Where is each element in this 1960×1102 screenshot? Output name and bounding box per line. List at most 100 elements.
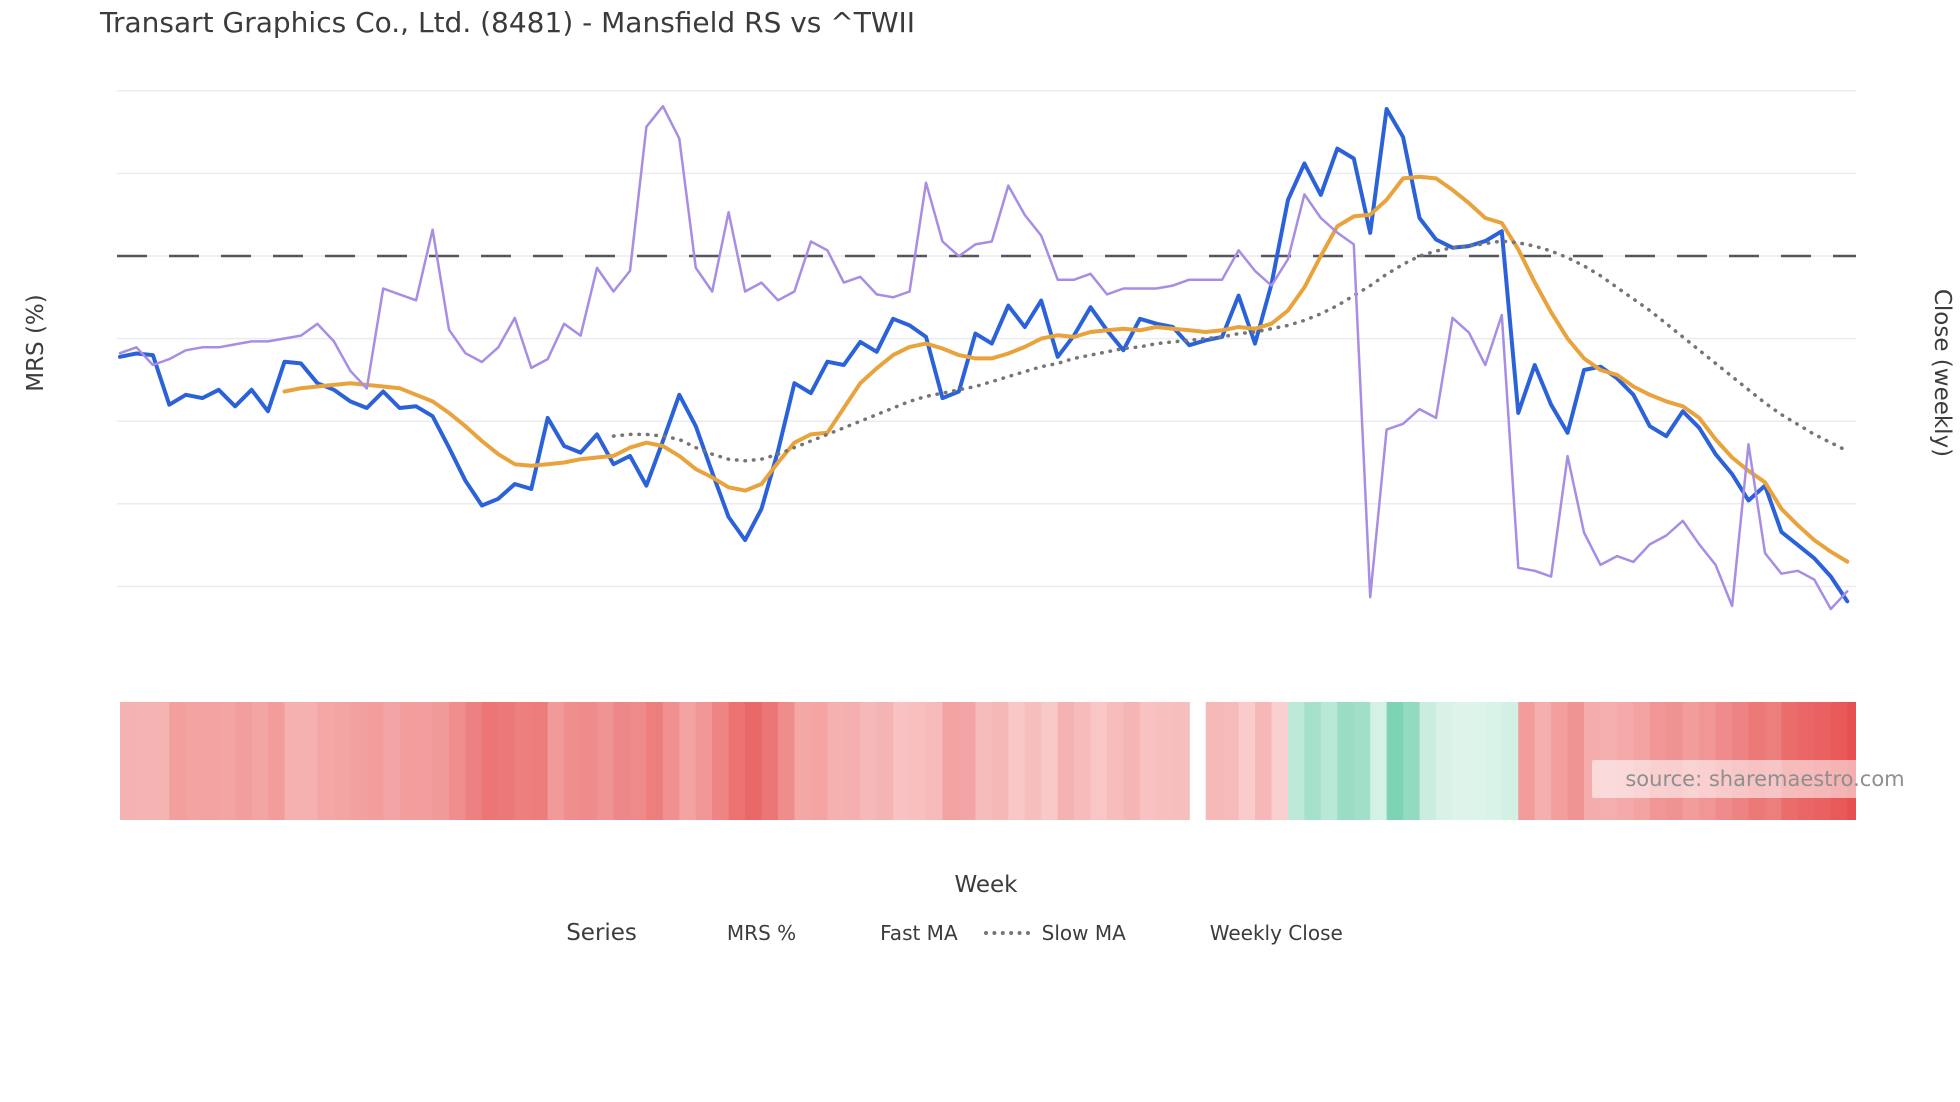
- source-watermark: source: sharemaestro.com: [1592, 760, 1938, 798]
- heatmap-cell: [1320, 702, 1338, 820]
- heatmap-cell: [432, 702, 450, 820]
- heatmap-cell: [597, 702, 615, 820]
- legend-item-slow-ma[interactable]: Slow MA: [983, 921, 1126, 945]
- slow-ma-dotted-swatch-icon: [983, 931, 1030, 935]
- heatmap-cell: [1518, 702, 1536, 820]
- heatmap-cell: [1074, 702, 1092, 820]
- heatmap-cell: [1255, 702, 1273, 820]
- heatmap-cell: [893, 702, 911, 820]
- series-line-slow-ma: [611, 239, 1850, 463]
- heatmap-cell: [1337, 702, 1355, 820]
- heatmap-cell: [843, 702, 861, 820]
- heatmap-cell: [712, 702, 730, 820]
- heatmap-cell: [564, 702, 582, 820]
- legend-item-weekly-close[interactable]: Weekly Close: [1152, 921, 1343, 945]
- legend-item-fast-ma[interactable]: Fast MA: [822, 921, 957, 945]
- heatmap-cell: [531, 702, 549, 820]
- legend-item-heatmap[interactable]: [1369, 921, 1394, 946]
- heatmap-cell: [218, 702, 236, 820]
- heatmap-cell: [1436, 702, 1454, 820]
- heatmap-cell: [202, 702, 220, 820]
- heatmap-cell: [1238, 702, 1256, 820]
- heatmap-cell: [991, 702, 1009, 820]
- heatmap-cell: [1205, 702, 1223, 820]
- heatmap-cell: [1468, 702, 1486, 820]
- legend-item-mrs[interactable]: MRS %: [669, 921, 796, 945]
- legend-item-label: Weekly Close: [1209, 921, 1343, 945]
- heatmap-cell: [465, 702, 483, 820]
- heatmap-cell: [1501, 702, 1519, 820]
- heatmap-cell: [514, 702, 532, 820]
- heatmap-cell: [909, 702, 927, 820]
- heatmap-cell: [152, 702, 170, 820]
- heatmap-cell: [185, 702, 203, 820]
- mrs-line-swatch-icon: [669, 931, 715, 936]
- heatmap-cell: [876, 702, 894, 820]
- heatmap-cell: [449, 702, 467, 820]
- heatmap-cell: [1386, 702, 1404, 820]
- heatmap-cell: [350, 702, 368, 820]
- heatmap-cell: [1041, 702, 1059, 820]
- heatmap-cell: [1567, 702, 1585, 820]
- heatmap-cell: [1534, 702, 1552, 820]
- heatmap-cell: [333, 702, 351, 820]
- heatmap-cell: [498, 702, 516, 820]
- heatmap-cell: [1485, 702, 1503, 820]
- heatmap-cell: [1403, 702, 1421, 820]
- heatmap-swatch-icon: [1369, 921, 1394, 946]
- fast-ma-line-swatch-icon: [822, 931, 868, 935]
- heatmap-cell: [300, 702, 318, 820]
- heatmap-cell: [1370, 702, 1388, 820]
- heatmap-cell: [169, 702, 187, 820]
- heatmap-cell: [1057, 702, 1075, 820]
- heatmap-cell: [547, 702, 565, 820]
- heatmap-cell: [942, 702, 960, 820]
- heatmap-cell: [1271, 702, 1289, 820]
- legend: Series MRS % Fast MA Slow MA Weekly Clos…: [0, 920, 1960, 946]
- heatmap-cell: [136, 702, 154, 820]
- series-line-fast-ma: [282, 174, 1850, 564]
- series-line-weekly-close: [118, 104, 1849, 611]
- heatmap-cell: [958, 702, 976, 820]
- heatmap-cell: [317, 702, 335, 820]
- heatmap-cell: [1452, 702, 1470, 820]
- heatmap-cell: [1222, 702, 1240, 820]
- legend-item-label: MRS %: [726, 921, 797, 945]
- heatmap-cell: [810, 702, 828, 820]
- heatmap-cell: [613, 702, 631, 820]
- series-line-mrs-: [118, 107, 1850, 604]
- heatmap-cell: [975, 702, 993, 820]
- heatmap-cell: [383, 702, 401, 820]
- heatmap-cell: [1008, 702, 1026, 820]
- heatmap-cell: [1419, 702, 1437, 820]
- heatmap-cell: [745, 702, 763, 820]
- legend-item-label: Slow MA: [1041, 921, 1126, 945]
- heatmap-cell: [629, 702, 647, 820]
- heatmap-cell: [268, 702, 286, 820]
- legend-item-label: Fast MA: [880, 921, 958, 945]
- heatmap-cell: [860, 702, 878, 820]
- heatmap-cell: [926, 702, 944, 820]
- heatmap-cell: [580, 702, 598, 820]
- heatmap-cell: [416, 702, 434, 820]
- heatmap-cell: [1024, 702, 1042, 820]
- heatmap-cell: [1304, 702, 1322, 820]
- weekly-close-line-swatch-icon: [1152, 932, 1198, 935]
- heatmap-cell: [679, 702, 697, 820]
- heatmap-cell: [1107, 702, 1125, 820]
- heatmap-cell: [695, 702, 713, 820]
- heatmap-cell: [366, 702, 384, 820]
- heatmap-cell: [1287, 702, 1305, 820]
- heatmap-cell: [646, 702, 664, 820]
- heatmap-cell: [251, 702, 269, 820]
- heatmap-cell: [1139, 702, 1157, 820]
- heatmap-cell: [235, 702, 253, 820]
- heatmap-cell: [1090, 702, 1108, 820]
- heatmap-cell: [761, 702, 779, 820]
- heatmap-cell: [778, 702, 796, 820]
- heatmap-cell: [399, 702, 417, 820]
- heatmap-cell: [481, 702, 499, 820]
- x-axis-title: Week: [954, 872, 1018, 898]
